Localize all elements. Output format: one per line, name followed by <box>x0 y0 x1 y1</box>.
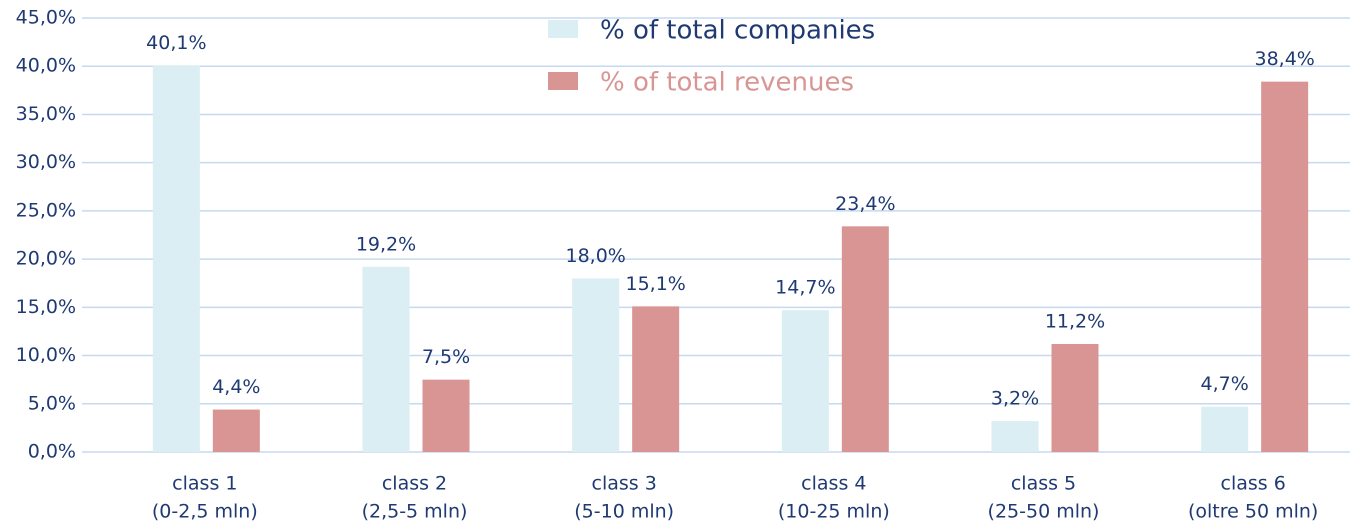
bar <box>572 278 620 452</box>
x-tick-label: (2,5-5 mln) <box>362 501 468 523</box>
bar <box>632 306 680 452</box>
legend-swatch <box>548 20 578 38</box>
bar <box>781 310 829 452</box>
y-tick-label: 40,0% <box>16 55 76 77</box>
bar <box>1051 343 1099 452</box>
x-tick-label: class 6 <box>1221 473 1286 495</box>
data-label: 3,2% <box>991 388 1039 410</box>
legend-label: % of total revenues <box>600 68 854 98</box>
data-label: 18,0% <box>565 245 625 267</box>
bar <box>991 421 1039 452</box>
y-tick-label: 0,0% <box>28 441 76 463</box>
x-tick-label: (25-50 mln) <box>988 501 1100 523</box>
data-label: 11,2% <box>1045 310 1105 332</box>
y-tick-label: 5,0% <box>28 392 76 414</box>
x-tick-label: class 2 <box>382 473 447 495</box>
x-tick-label: class 4 <box>801 473 866 495</box>
bar <box>1261 81 1309 453</box>
x-tick-label: class 5 <box>1011 473 1076 495</box>
bar <box>152 65 200 452</box>
data-label: 4,4% <box>212 376 260 398</box>
x-tick-label: (5-10 mln) <box>574 501 674 523</box>
legend-swatch <box>548 72 578 90</box>
x-tick-label: (oltre 50 mln) <box>1188 501 1318 523</box>
data-label: 38,4% <box>1254 48 1314 70</box>
y-tick-label: 15,0% <box>16 296 76 318</box>
y-tick-label: 35,0% <box>16 103 76 125</box>
y-tick-label: 25,0% <box>16 199 76 221</box>
y-tick-label: 45,0% <box>16 7 76 29</box>
data-label: 40,1% <box>146 32 206 54</box>
bar <box>841 226 889 452</box>
x-tick-label: class 3 <box>592 473 657 495</box>
data-label: 23,4% <box>835 193 895 215</box>
data-label: 7,5% <box>422 346 470 368</box>
y-tick-label: 10,0% <box>16 344 76 366</box>
x-tick-label: class 1 <box>172 473 237 495</box>
x-tick-label: (0-2,5 mln) <box>152 501 258 523</box>
legend-label: % of total companies <box>600 16 875 46</box>
data-label: 4,7% <box>1201 373 1249 395</box>
data-label: 19,2% <box>356 233 416 255</box>
data-label: 15,1% <box>625 273 685 295</box>
y-tick-label: 20,0% <box>16 248 76 270</box>
x-tick-label: (10-25 mln) <box>778 501 890 523</box>
bar <box>422 379 470 452</box>
data-label: 14,7% <box>775 277 835 299</box>
y-tick-label: 30,0% <box>16 151 76 173</box>
bar <box>212 409 260 452</box>
bar <box>362 266 410 452</box>
bar <box>1201 406 1249 452</box>
